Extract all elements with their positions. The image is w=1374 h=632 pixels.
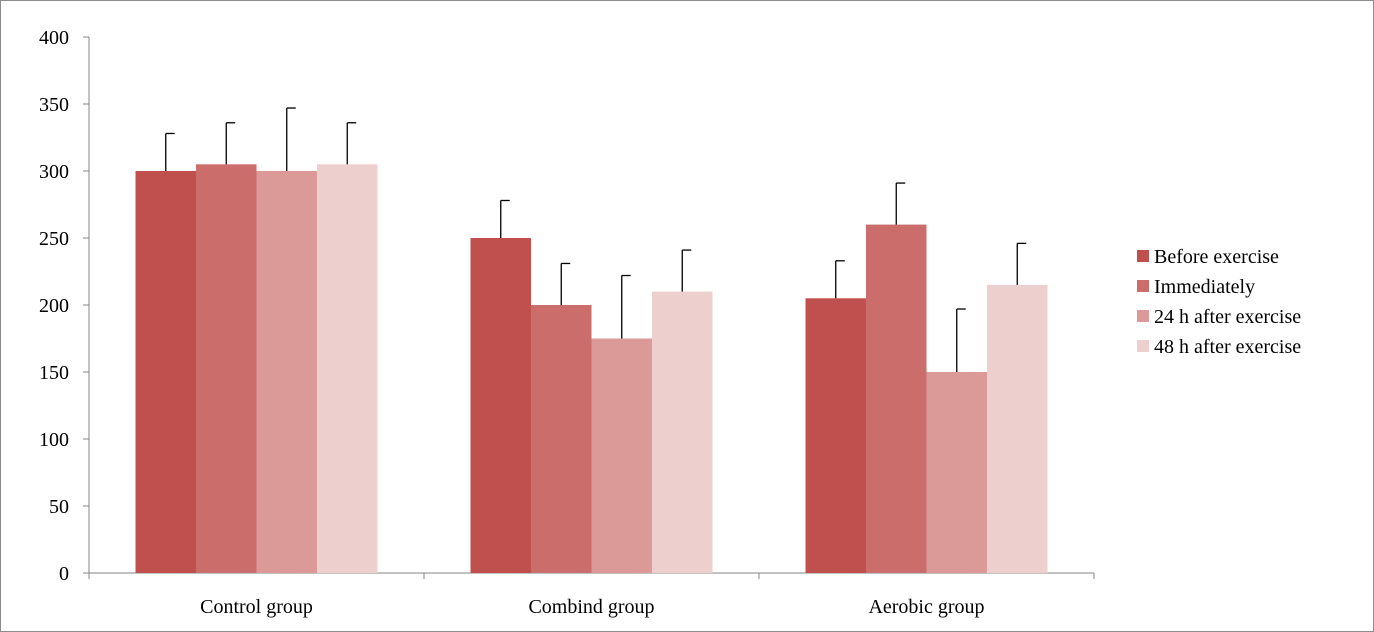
y-tick-label: 100	[39, 429, 69, 451]
x-axis: Control group Combind group Aerobic group	[88, 572, 1095, 618]
bar	[805, 298, 866, 573]
bar	[317, 164, 378, 574]
y-tick-label: 350	[39, 94, 69, 116]
x-category-label: Control group	[200, 596, 313, 618]
bar	[470, 238, 531, 573]
y-tick-label: 400	[39, 27, 69, 49]
bar	[196, 164, 257, 574]
legend-swatch	[1137, 340, 1149, 352]
bar	[256, 171, 317, 573]
bar	[531, 305, 592, 573]
bar	[135, 171, 196, 573]
bar	[866, 224, 927, 573]
bars	[135, 164, 1048, 574]
legend: Before exercise Immediately 24 h after exe…	[1137, 246, 1301, 358]
bar	[652, 291, 713, 573]
legend-label: 24 h after exercise	[1154, 306, 1301, 328]
legend-swatch	[1137, 250, 1149, 262]
x-category-label: Combind group	[528, 596, 654, 618]
y-tick-label: 250	[39, 228, 69, 250]
bar	[926, 372, 987, 573]
y-tick-label: 200	[39, 295, 69, 317]
legend-swatch	[1137, 310, 1149, 322]
legend-label: 48 h after exercise	[1154, 336, 1301, 358]
y-tick-label: 0	[59, 563, 69, 585]
bar	[987, 284, 1048, 573]
legend-label: Before exercise	[1154, 246, 1279, 268]
error-bars	[165, 107, 1027, 372]
y-tick-label: 150	[39, 362, 69, 384]
legend-swatch	[1137, 280, 1149, 292]
legend-label: Immediately	[1154, 276, 1255, 298]
y-axis: 0 50 100 150 200 250 300 350 400	[39, 27, 90, 585]
y-tick-label: 300	[39, 161, 69, 183]
y-tick-label: 50	[49, 496, 69, 518]
x-category-label: Aerobic group	[868, 596, 984, 618]
bar	[591, 338, 652, 573]
